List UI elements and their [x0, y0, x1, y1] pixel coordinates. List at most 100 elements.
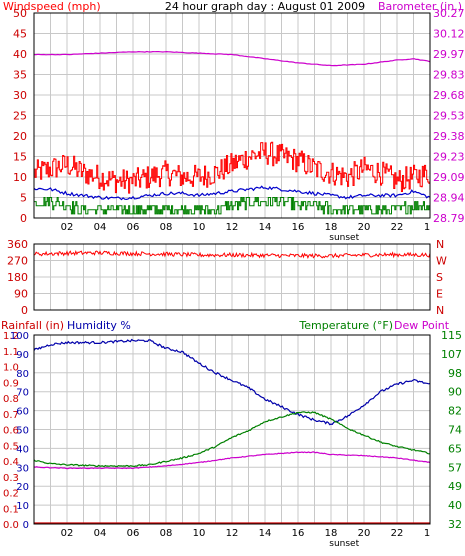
humidity-tick-0: 0 [23, 520, 29, 531]
compass-tick-E-1: E [436, 288, 443, 301]
dewpoint-series [33, 451, 431, 470]
wind-gust-series [34, 141, 431, 194]
panel1-x-tick-20: 20 [358, 222, 371, 233]
panel3-x-tick-08: 08 [160, 528, 173, 539]
compass-tick-S-2: S [436, 271, 443, 284]
barometer-tick-29.09: 29.09 [433, 171, 465, 184]
rain-tick-0.3: 0.3 [3, 473, 19, 484]
rain-tick-1.0: 1.0 [3, 363, 19, 374]
barometer-tick-30.27: 30.27 [433, 7, 465, 20]
humidity-tick-30: 30 [16, 463, 29, 474]
humidity-tick-50: 50 [16, 426, 29, 437]
direction-tick-0: 0 [21, 304, 28, 317]
panel1-x-tick-02: 02 [61, 222, 74, 233]
humidity-tick-20: 20 [16, 482, 29, 493]
direction-tick-360: 360 [7, 238, 28, 251]
rain-tick-0.9: 0.9 [3, 378, 19, 389]
compass-tick-W-3: W [436, 255, 447, 268]
temperature-tick-98: 98 [448, 367, 462, 380]
rain-tick-0.8: 0.8 [3, 394, 19, 405]
rain-tick-0.0: 0.0 [3, 520, 19, 531]
panel3-x-tick-14: 14 [259, 528, 272, 539]
barometer-tick-28.79: 28.79 [433, 212, 465, 225]
panel3-x-tick-22: 22 [391, 528, 404, 539]
panel1-x-tick-04: 04 [94, 222, 107, 233]
panel3-frame [33, 334, 431, 525]
humidity-tick-80: 80 [16, 369, 29, 380]
temperature-tick-65: 65 [448, 442, 462, 455]
rain-tick-0.2: 0.2 [3, 489, 19, 500]
barometer-tick-30.12: 30.12 [433, 28, 465, 41]
rain-tick-0.5: 0.5 [3, 441, 19, 452]
barometer-tick-29.83: 29.83 [433, 69, 465, 82]
panel3-x-tick-20: 20 [358, 528, 371, 539]
windspeed-tick-25: 25 [13, 110, 27, 123]
barometer-tick-28.94: 28.94 [433, 192, 465, 205]
temperature-tick-32: 32 [448, 518, 462, 531]
panel1-x-tick-16: 16 [292, 222, 305, 233]
humidity-tick-100: 100 [10, 331, 29, 342]
barometer-tick-29.68: 29.68 [433, 89, 465, 102]
barometer-tick-29.53: 29.53 [433, 110, 465, 123]
compass-tick-N-0: N [436, 304, 444, 317]
panel1-x-tick-14: 14 [259, 222, 272, 233]
temperature-tick-107: 107 [441, 348, 462, 361]
rain-tick-1.1: 1.1 [3, 347, 19, 358]
temperature-tick-74: 74 [448, 424, 462, 437]
rain-tick-0.7: 0.7 [3, 410, 19, 421]
dewpoint-axis-label: Dew Point [394, 319, 450, 332]
wind-direction-series [33, 249, 431, 260]
panel1-x-tick-08: 08 [160, 222, 173, 233]
direction-tick-270: 270 [7, 255, 28, 268]
temperature-series [33, 411, 430, 468]
panel3-x-tick-18: 18 [325, 528, 338, 539]
windspeed-tick-5: 5 [20, 192, 27, 205]
barometer-tick-29.23: 29.23 [433, 151, 465, 164]
panel3-x-tick-02: 02 [61, 528, 74, 539]
humidity-tick-60: 60 [16, 407, 29, 418]
windspeed-tick-30: 30 [13, 89, 27, 102]
panel1-x-tick-10: 10 [193, 222, 206, 233]
direction-tick-180: 180 [7, 271, 28, 284]
panel3-x-tick-10: 10 [193, 528, 206, 539]
panel1-x-tick-12: 12 [226, 222, 239, 233]
panel2-frame [33, 243, 431, 311]
windspeed-tick-15: 15 [13, 151, 27, 164]
chart-title: 24 hour graph day : August 01 2009 [165, 0, 365, 13]
windspeed-tick-35: 35 [13, 69, 27, 82]
panel3-sunset-label: sunset [329, 539, 359, 549]
temperature-tick-82: 82 [448, 405, 462, 418]
windspeed-tick-10: 10 [13, 171, 27, 184]
windspeed-tick-40: 40 [13, 48, 27, 61]
panel3-x-tick-12: 12 [226, 528, 239, 539]
humidity-axis-label: Humidity % [67, 319, 131, 332]
rain-tick-0.1: 0.1 [3, 504, 19, 515]
temperature-axis-label: Temperature (°F) [298, 319, 393, 332]
panel1-x-tick-end: 1 [424, 222, 430, 233]
windspeed-tick-20: 20 [13, 130, 27, 143]
panel3-x-tick-end: 1 [424, 528, 430, 539]
panel1-x-tick-06: 06 [127, 222, 140, 233]
temperature-tick-57: 57 [448, 461, 462, 474]
barometer-axis-label: Barometer (in.) [378, 0, 462, 13]
temperature-tick-49: 49 [448, 480, 462, 493]
windspeed-tick-0: 0 [20, 212, 27, 225]
panel3-x-tick-06: 06 [127, 528, 140, 539]
rainfall-axis-label: Rainfall (in) [1, 319, 64, 332]
wind-low-series [34, 197, 431, 215]
panel1-frame [33, 12, 431, 219]
rain-tick-0.6: 0.6 [3, 426, 19, 437]
temperature-tick-90: 90 [448, 386, 462, 399]
windspeed-tick-50: 50 [13, 7, 27, 20]
direction-tick-90: 90 [14, 288, 28, 301]
humidity-tick-10: 10 [16, 501, 29, 512]
humidity-tick-70: 70 [16, 388, 29, 399]
barometer-tick-29.38: 29.38 [433, 130, 465, 143]
rain-tick-0.4: 0.4 [3, 457, 19, 468]
humidity-series [33, 338, 431, 426]
barometer-series [34, 50, 431, 67]
panel1-sunset-label: sunset [329, 233, 359, 243]
rain-tick-1.2: 1.2 [3, 331, 19, 342]
compass-tick-N-4: N [436, 238, 444, 251]
